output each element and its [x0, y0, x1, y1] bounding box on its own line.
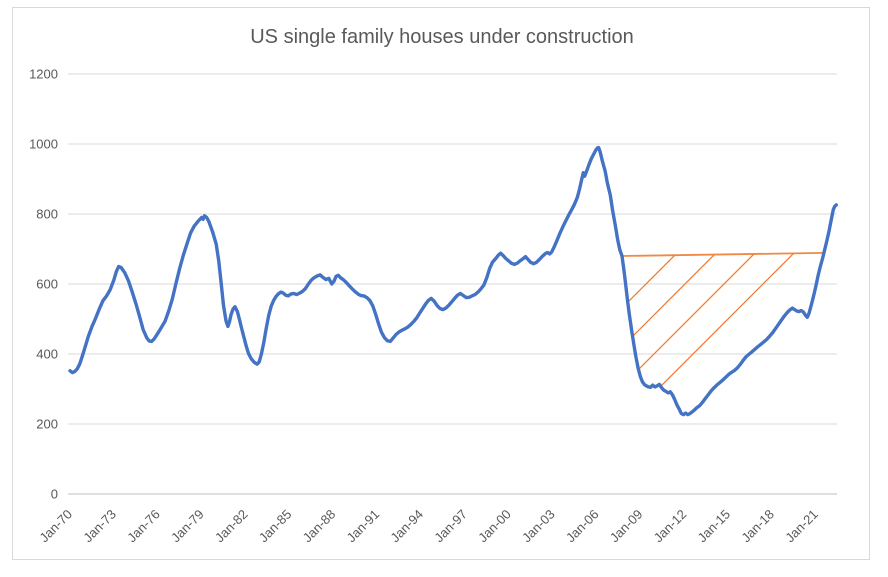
- x-tick-label: Jan-76: [124, 507, 163, 546]
- y-tick-label: 400: [36, 347, 58, 362]
- hatch-line: [622, 252, 790, 415]
- x-tick-label: Jan-18: [738, 507, 777, 546]
- x-tick-label: Jan-09: [607, 507, 646, 546]
- x-tick-label: Jan-88: [300, 507, 339, 546]
- x-tick-label: Jan-79: [168, 507, 207, 546]
- x-tick-label: Jan-97: [431, 507, 470, 546]
- hatch-line: [622, 252, 825, 415]
- x-tick-label: Jan-15: [694, 507, 733, 546]
- x-tick-label: Jan-12: [651, 507, 690, 546]
- x-tick-label: Jan-70: [36, 507, 75, 546]
- x-tick-label: Jan-00: [475, 507, 514, 546]
- chart-title: US single family houses under constructi…: [250, 26, 634, 48]
- y-tick-label: 1000: [29, 137, 58, 152]
- x-tick-label: Jan-91: [344, 507, 383, 546]
- y-tick-label: 0: [51, 487, 58, 502]
- x-tick-label: Jan-21: [782, 507, 821, 546]
- x-tick-label: Jan-82: [212, 507, 251, 546]
- x-tick-label: Jan-73: [80, 507, 119, 546]
- y-tick-label: 800: [36, 207, 58, 222]
- x-tick-label: Jan-85: [256, 507, 295, 546]
- x-tick-label: Jan-06: [563, 507, 602, 546]
- y-tick-label: 600: [36, 277, 58, 292]
- series-line: [68, 145, 838, 417]
- highlight-top-line: [621, 252, 825, 257]
- y-tick-label: 200: [36, 417, 58, 432]
- x-tick-label: Jan-03: [519, 507, 558, 546]
- y-tick-label: 1200: [29, 67, 58, 82]
- x-tick-label: Jan-94: [387, 507, 426, 546]
